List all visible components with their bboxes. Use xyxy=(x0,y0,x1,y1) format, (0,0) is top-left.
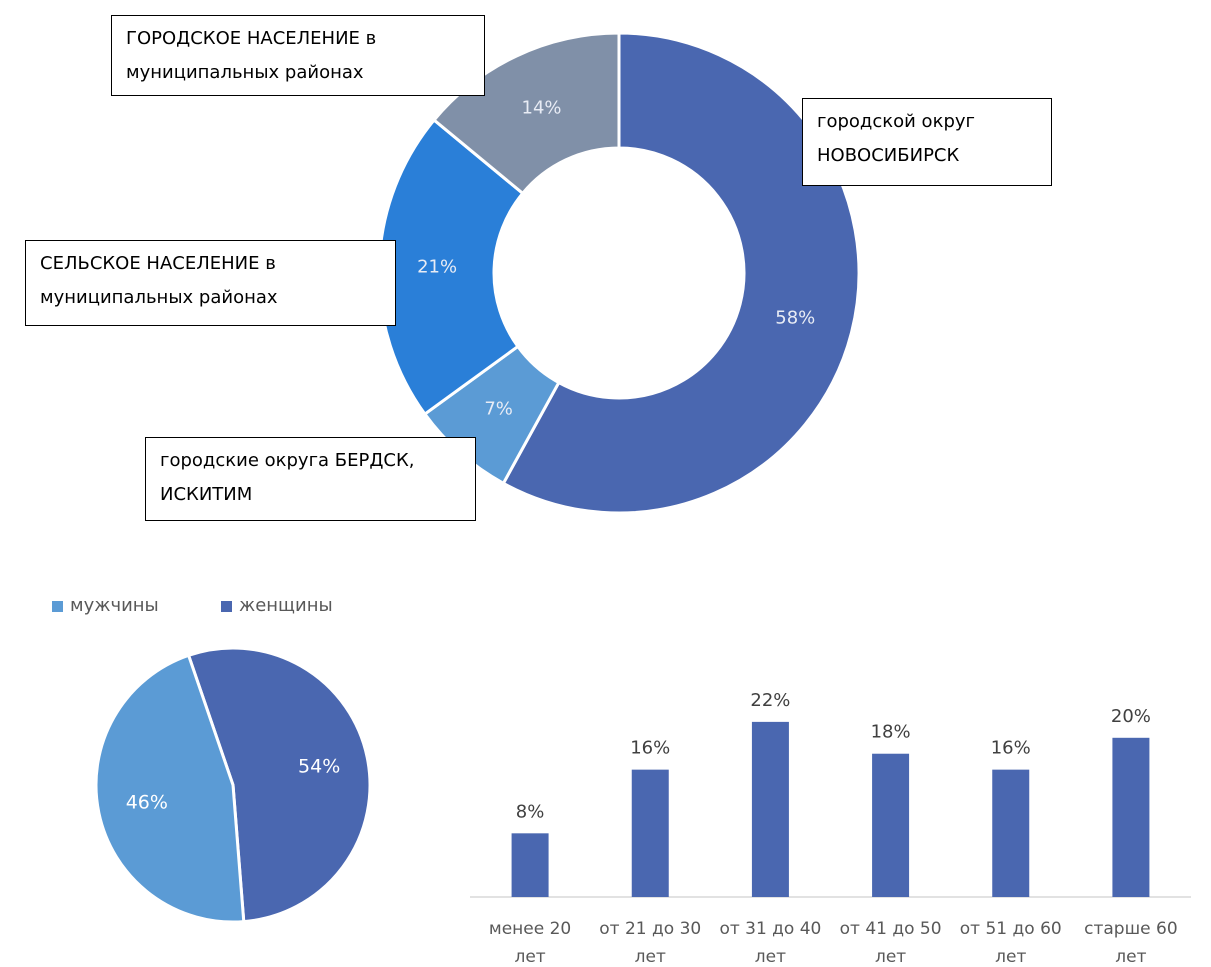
data-label: 20% xyxy=(1111,706,1151,727)
bar xyxy=(511,833,549,897)
data-label: 58% xyxy=(775,307,815,328)
bar xyxy=(992,769,1030,897)
x-tick-label: от 31 до 40 лет xyxy=(719,919,822,967)
donut-slice xyxy=(377,117,525,417)
pie-slice xyxy=(94,653,246,924)
data-label: 16% xyxy=(991,738,1031,759)
data-label: 46% xyxy=(126,791,168,813)
data-label: 21% xyxy=(417,256,457,277)
data-label: 18% xyxy=(871,722,911,743)
legend-swatch xyxy=(52,601,63,612)
legend-label: мужчины xyxy=(70,595,159,616)
pie-slice xyxy=(186,646,372,924)
x-tick-label: старше 60 лет xyxy=(1084,919,1178,967)
category-label: СЕЛЬСКОЕ НАСЕЛЕНИЕ в муниципальных район… xyxy=(25,240,396,326)
legend-swatch xyxy=(221,601,232,612)
x-tick-label: менее 20 лет xyxy=(488,919,572,967)
bar xyxy=(751,721,789,897)
data-label: 54% xyxy=(298,756,340,778)
x-tick-label: от 21 до 30 лет xyxy=(599,919,702,967)
x-tick-label: от 51 до 60 лет xyxy=(959,919,1062,967)
data-label: 8% xyxy=(516,801,545,822)
x-tick-label: от 41 до 50 лет xyxy=(839,919,942,967)
data-label: 22% xyxy=(750,690,790,711)
bar xyxy=(1112,737,1150,897)
data-label: 14% xyxy=(522,97,562,118)
legend-label: женщины xyxy=(239,595,333,616)
data-label: 16% xyxy=(630,738,670,759)
category-label: городские округа БЕРДСК, ИСКИТИМ xyxy=(145,437,476,521)
bar xyxy=(631,769,669,897)
bar xyxy=(872,753,910,897)
category-label: городской округ НОВОСИБИРСК xyxy=(802,98,1052,186)
category-label: ГОРОДСКОЕ НАСЕЛЕНИЕ в муниципальных райо… xyxy=(111,15,485,96)
data-label: 7% xyxy=(484,399,513,420)
